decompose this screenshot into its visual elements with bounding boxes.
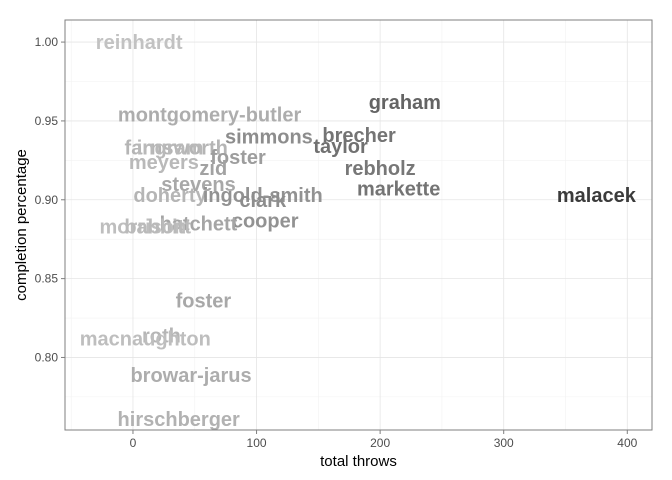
point-label: graham: [369, 92, 441, 114]
point-label: rebholz: [345, 158, 416, 180]
point-label: ingold-smith: [203, 185, 323, 207]
y-tick-label: 0.95: [35, 114, 59, 128]
point-label: stevens: [161, 174, 236, 196]
point-label: malacek: [557, 185, 637, 207]
x-axis-ticks: 0 100 200 300 400: [130, 430, 638, 450]
y-axis-title: completion percentage: [13, 149, 30, 301]
point-label: hatchett: [160, 213, 238, 235]
point-label: morrison: [100, 217, 187, 239]
point-label: meyers: [129, 152, 199, 174]
x-tick-label: 400: [617, 436, 637, 450]
point-label: reinhardt: [96, 32, 183, 54]
point-label: browar-jarus: [130, 365, 251, 387]
plot-panel: [64, 19, 653, 431]
y-tick-label: 0.80: [35, 350, 59, 364]
x-tick-label: 200: [370, 436, 390, 450]
data-labels: reinhardt montgomery-butler graham simmons b…: [80, 32, 637, 431]
point-label: zid: [199, 158, 227, 180]
x-tick-label: 300: [494, 436, 514, 450]
x-tick-label: 0: [130, 436, 137, 450]
plot-border: [64, 19, 653, 431]
point-label: ingram: [137, 138, 204, 160]
y-axis-ticks: 0.80 0.85 0.90 0.95 1.00: [35, 35, 65, 364]
point-label: farnsworth: [125, 138, 228, 160]
point-label: simmons: [225, 127, 313, 149]
point-label: hirschberger: [118, 409, 240, 431]
y-tick-label: 0.85: [35, 272, 59, 286]
point-label: montgomery-butler: [118, 105, 302, 127]
point-label: macnaughton: [80, 329, 211, 351]
point-label: markette: [357, 179, 440, 201]
minor-gridlines: [65, 20, 652, 430]
point-label: babbitt: [124, 217, 191, 239]
point-label: foster: [210, 147, 266, 169]
y-tick-label: 1.00: [35, 35, 59, 49]
point-label: clark: [239, 190, 287, 212]
point-label: roth: [142, 325, 181, 347]
x-axis-title: total throws: [320, 453, 397, 470]
point-label: foster: [176, 291, 232, 313]
point-label: brecher: [322, 125, 396, 147]
x-tick-label: 100: [247, 436, 267, 450]
point-label: doherty: [133, 185, 207, 207]
point-label: cooper: [232, 210, 299, 232]
point-label: taylor: [313, 136, 368, 158]
y-tick-label: 0.90: [35, 193, 59, 207]
major-gridlines: [65, 20, 652, 430]
